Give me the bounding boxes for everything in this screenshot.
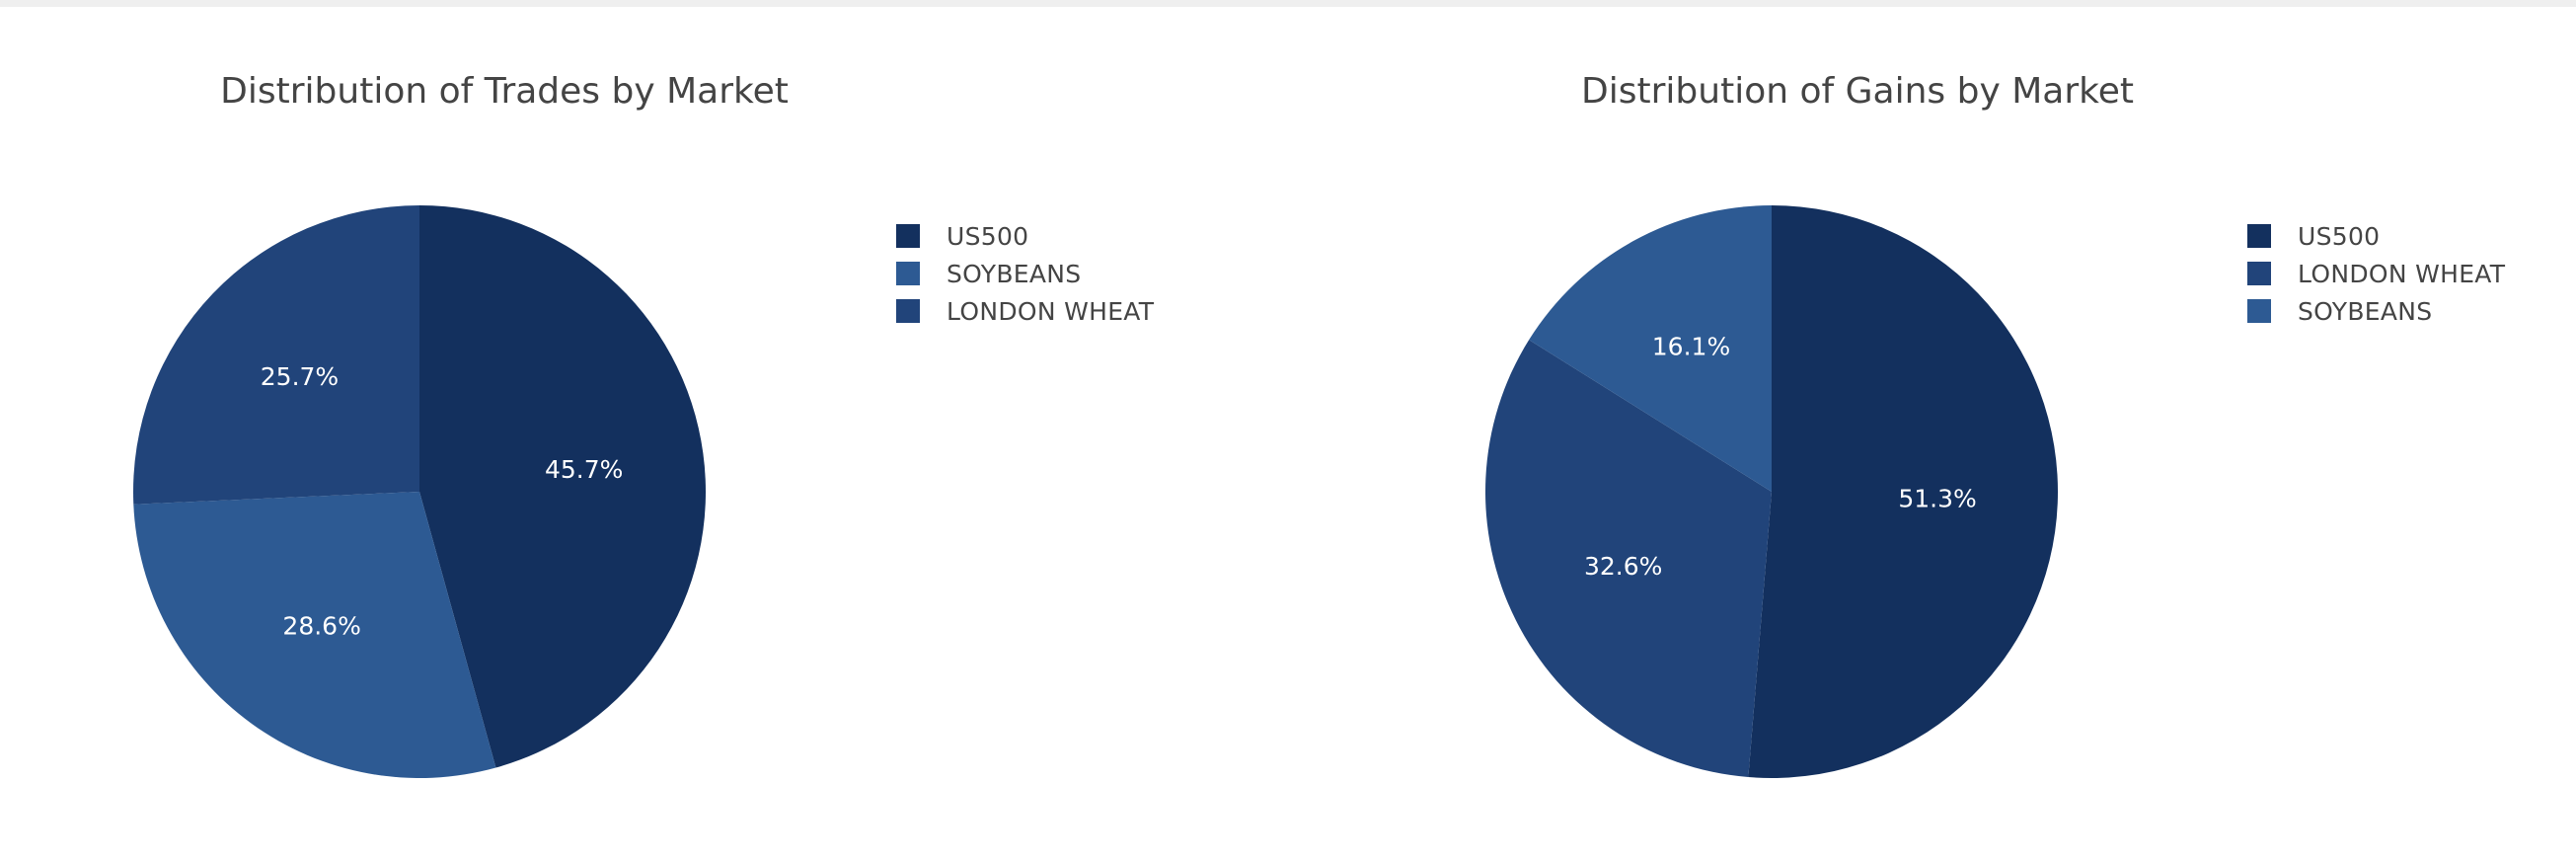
legend-swatch-us500 <box>2247 224 2271 248</box>
gains-pie-chart: 51.3% 32.6% 16.1% <box>1484 205 2058 778</box>
legend-swatch-us500 <box>896 224 920 248</box>
slice-label-us500: 51.3% <box>1898 484 1976 512</box>
legend-label: LONDON WHEAT <box>947 296 1155 326</box>
pie-slice-london-wheat[interactable] <box>133 205 419 505</box>
legend-item-soybeans[interactable]: SOYBEANS <box>896 255 1154 292</box>
legend-swatch-london-wheat <box>2247 262 2271 285</box>
legend-swatch-soybeans <box>896 262 920 285</box>
legend-label: SOYBEANS <box>2298 296 2433 326</box>
pie-slice-london-wheat[interactable] <box>1484 340 1772 778</box>
legend-item-london-wheat[interactable]: LONDON WHEAT <box>2247 255 2505 292</box>
trades-chart-panel: Distribution of Trades by Market 45.7% 28… <box>0 0 1283 861</box>
legend-item-us500[interactable]: US500 <box>896 217 1154 255</box>
chart-title-gains: Distribution of Gains by Market <box>1581 71 2134 112</box>
trades-pie-chart: 45.7% 28.6% 25.7% <box>133 205 706 778</box>
pie-slice-soybeans[interactable] <box>133 492 496 778</box>
slice-label-london-wheat: 32.6% <box>1584 552 1662 581</box>
legend-swatch-london-wheat <box>896 299 920 323</box>
legend-gains: US500 LONDON WHEAT SOYBEANS <box>2247 217 2505 330</box>
legend-label: US500 <box>947 221 1029 251</box>
legend-swatch-soybeans <box>2247 299 2271 323</box>
slice-label-london-wheat: 25.7% <box>261 362 339 391</box>
pie-slice-us500[interactable] <box>419 205 706 768</box>
top-bar <box>0 0 2576 7</box>
legend-label: LONDON WHEAT <box>2298 259 2506 288</box>
slice-label-us500: 45.7% <box>545 455 623 484</box>
chart-title-trades: Distribution of Trades by Market <box>220 71 789 112</box>
legend-item-us500[interactable]: US500 <box>2247 217 2505 255</box>
legend-item-soybeans[interactable]: SOYBEANS <box>2247 292 2505 330</box>
legend-label: US500 <box>2298 221 2381 251</box>
legend-label: SOYBEANS <box>947 259 1082 288</box>
pie-slice-soybeans[interactable] <box>1529 205 1772 492</box>
gains-chart-panel: Distribution of Gains by Market 51.3% 32.… <box>1288 0 2576 861</box>
slice-label-soybeans: 16.1% <box>1652 332 1730 360</box>
slice-label-soybeans: 28.6% <box>282 612 360 641</box>
legend-item-london-wheat[interactable]: LONDON WHEAT <box>896 292 1154 330</box>
pie-slice-us500[interactable] <box>1748 205 2058 778</box>
legend-trades: US500 SOYBEANS LONDON WHEAT <box>896 217 1154 330</box>
